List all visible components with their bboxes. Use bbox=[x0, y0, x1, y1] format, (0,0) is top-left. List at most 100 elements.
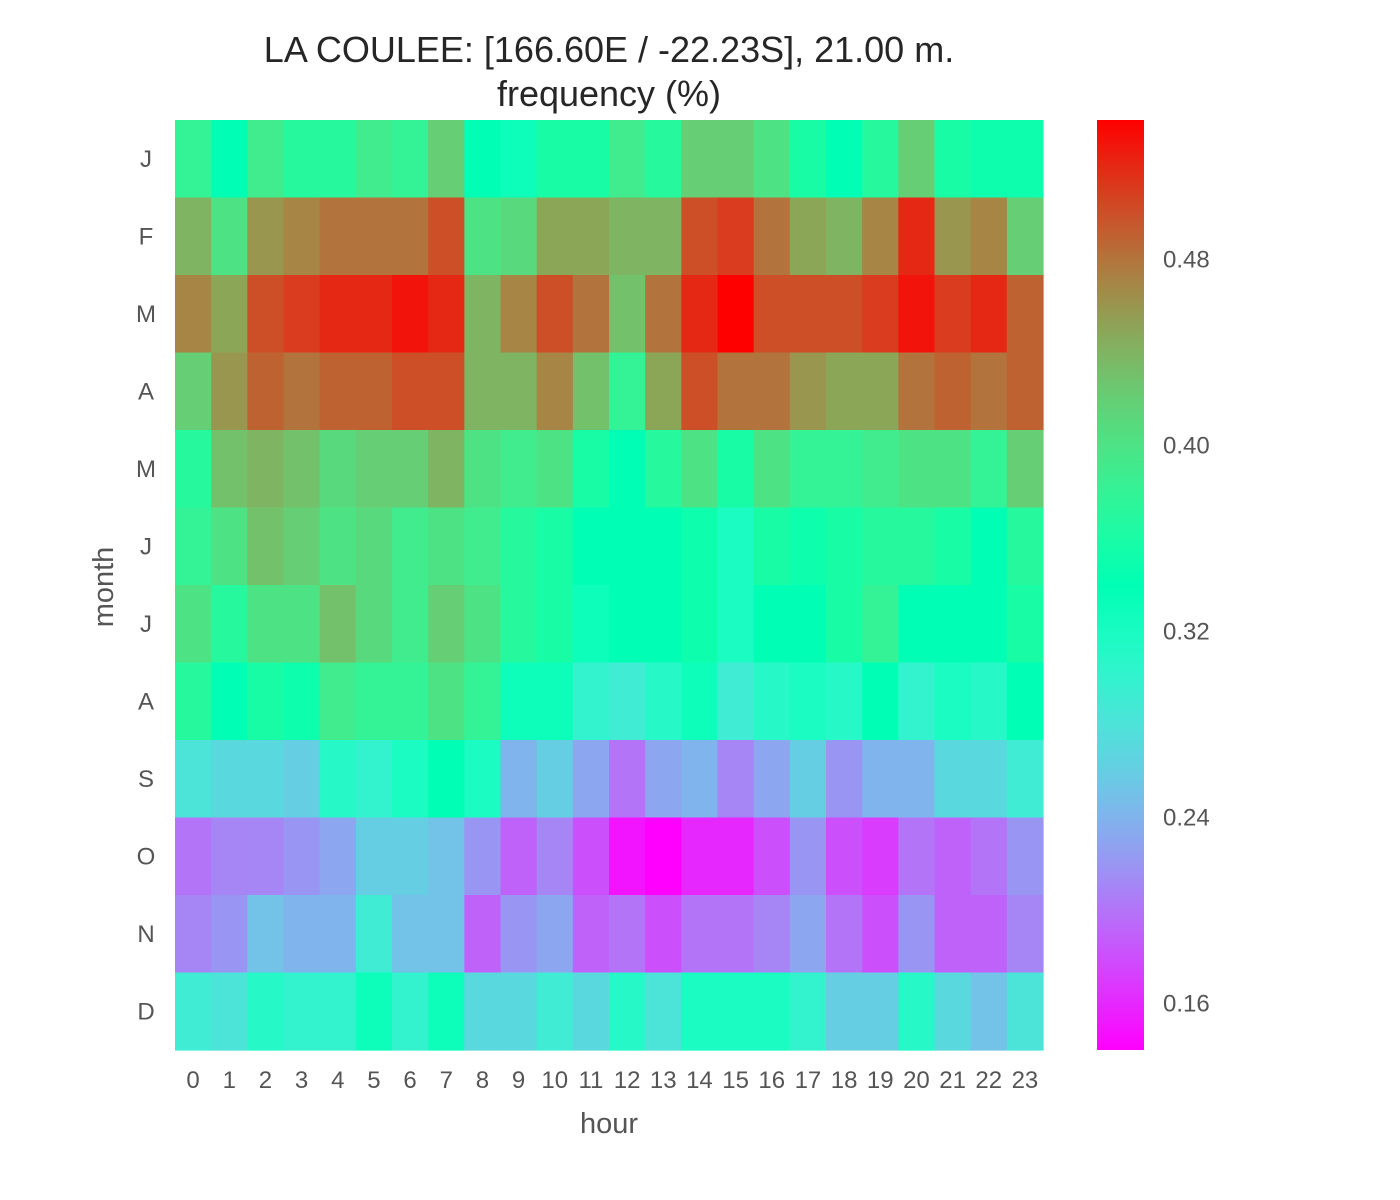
heatmap-cell bbox=[392, 275, 429, 354]
heatmap-cell bbox=[536, 740, 574, 819]
y-tick-label: J bbox=[140, 611, 152, 638]
heatmap-cell bbox=[428, 817, 465, 896]
heatmap-cell bbox=[175, 895, 212, 974]
heatmap-cell bbox=[392, 197, 429, 276]
heatmap-cell bbox=[1006, 895, 1044, 974]
heatmap-cell bbox=[428, 275, 465, 354]
heatmap-cell bbox=[464, 817, 502, 896]
heatmap-cell bbox=[211, 585, 248, 664]
heatmap-cell bbox=[319, 507, 357, 586]
heatmap-cell bbox=[500, 817, 538, 896]
heatmap-cell bbox=[934, 120, 972, 199]
heatmap-cell bbox=[862, 895, 899, 974]
y-tick-label: J bbox=[140, 533, 152, 560]
heatmap-cell bbox=[355, 275, 393, 354]
heatmap-cell bbox=[319, 197, 357, 276]
heatmap-cell bbox=[175, 352, 212, 431]
heatmap-cell bbox=[536, 662, 574, 741]
heatmap-cell bbox=[970, 740, 1008, 819]
heatmap-cell bbox=[826, 352, 863, 431]
heatmap-cell bbox=[1006, 817, 1044, 896]
heatmap-cell bbox=[283, 507, 321, 586]
heatmap-cell bbox=[175, 275, 212, 354]
heatmap-cell bbox=[645, 197, 682, 276]
y-tick-label: M bbox=[136, 301, 156, 328]
heatmap-cell bbox=[1006, 197, 1044, 276]
heatmap-cell bbox=[789, 507, 827, 586]
heatmap-cell bbox=[753, 662, 791, 741]
x-tick-label: 22 bbox=[975, 1067, 1002, 1094]
y-tick-label: O bbox=[137, 843, 156, 870]
x-tick-label: 23 bbox=[1012, 1067, 1039, 1094]
heatmap-cell bbox=[211, 740, 248, 819]
heatmap-cell bbox=[392, 817, 429, 896]
x-tick-label: 7 bbox=[440, 1067, 453, 1094]
heatmap-cell bbox=[247, 507, 285, 586]
heatmap-cell bbox=[862, 197, 899, 276]
heatmap-cell bbox=[211, 430, 248, 509]
heatmap-cell bbox=[464, 895, 502, 974]
heatmap-cell bbox=[717, 507, 755, 586]
x-tick-label: 12 bbox=[614, 1067, 641, 1094]
heatmap-cell bbox=[500, 972, 538, 1051]
heatmap-cell bbox=[211, 275, 248, 354]
heatmap-cell bbox=[862, 352, 899, 431]
x-tick-label: 8 bbox=[476, 1067, 489, 1094]
heatmap-cell bbox=[572, 120, 610, 199]
heatmap-cell bbox=[319, 352, 357, 431]
heatmap-cell bbox=[247, 817, 285, 896]
heatmap-cell bbox=[753, 507, 791, 586]
colorbar-tick-label: 0.24 bbox=[1163, 805, 1210, 832]
x-tick-label: 16 bbox=[758, 1067, 785, 1094]
heatmap-cell bbox=[500, 740, 538, 819]
heatmap-cell bbox=[934, 507, 972, 586]
heatmap-cell bbox=[500, 352, 538, 431]
heatmap-cell bbox=[572, 430, 610, 509]
x-tick-label: 6 bbox=[403, 1067, 416, 1094]
heatmap-cell bbox=[536, 430, 574, 509]
y-tick-label: S bbox=[138, 766, 154, 793]
heatmap-cell bbox=[355, 197, 393, 276]
y-tick-label: N bbox=[137, 921, 154, 948]
heatmap-cell bbox=[609, 352, 646, 431]
heatmap-cell bbox=[392, 585, 429, 664]
heatmap-cell bbox=[536, 972, 574, 1051]
heatmap-cell bbox=[572, 197, 610, 276]
heatmap-cell bbox=[645, 740, 682, 819]
heatmap-cell bbox=[464, 972, 502, 1051]
heatmap-cell bbox=[283, 585, 321, 664]
heatmap-cell bbox=[1006, 352, 1044, 431]
heatmap-cell bbox=[681, 972, 719, 1051]
heatmap-cell bbox=[211, 120, 248, 199]
heatmap-cell bbox=[789, 585, 827, 664]
y-tick-labels: J F M A M J J A S O N D bbox=[136, 146, 156, 1026]
heatmap-cell bbox=[319, 817, 357, 896]
x-tick-label: 17 bbox=[795, 1067, 822, 1094]
x-tick-label: 15 bbox=[722, 1067, 749, 1094]
heatmap-cell bbox=[355, 507, 393, 586]
heatmap-cell bbox=[464, 197, 502, 276]
heatmap-cell bbox=[464, 352, 502, 431]
heatmap-cell bbox=[1006, 740, 1044, 819]
heatmap-cell bbox=[464, 740, 502, 819]
heatmap-cell bbox=[211, 352, 248, 431]
x-tick-labels: 0 1 2 3 4 5 6 7 8 9 10 11 12 13 14 15 16 17 18 19 20 21 22 23 bbox=[186, 1067, 1038, 1094]
chart-subtitle: frequency (%) bbox=[497, 73, 721, 114]
heatmap-cell bbox=[645, 120, 682, 199]
heatmap-cell bbox=[898, 275, 936, 354]
heatmap-cell bbox=[789, 275, 827, 354]
heatmap-cell bbox=[717, 352, 755, 431]
heatmap-cell bbox=[826, 120, 863, 199]
y-tick-label: A bbox=[138, 378, 154, 405]
heatmap-cell bbox=[609, 120, 646, 199]
heatmap-cell bbox=[536, 817, 574, 896]
heatmap-cell bbox=[934, 352, 972, 431]
heatmap-cell bbox=[645, 817, 682, 896]
heatmap-cell bbox=[681, 817, 719, 896]
heatmap-cell bbox=[428, 197, 465, 276]
heatmap-cell bbox=[970, 275, 1008, 354]
heatmap-cell bbox=[717, 585, 755, 664]
heatmap-cell bbox=[645, 430, 682, 509]
heatmap-cell bbox=[826, 817, 863, 896]
